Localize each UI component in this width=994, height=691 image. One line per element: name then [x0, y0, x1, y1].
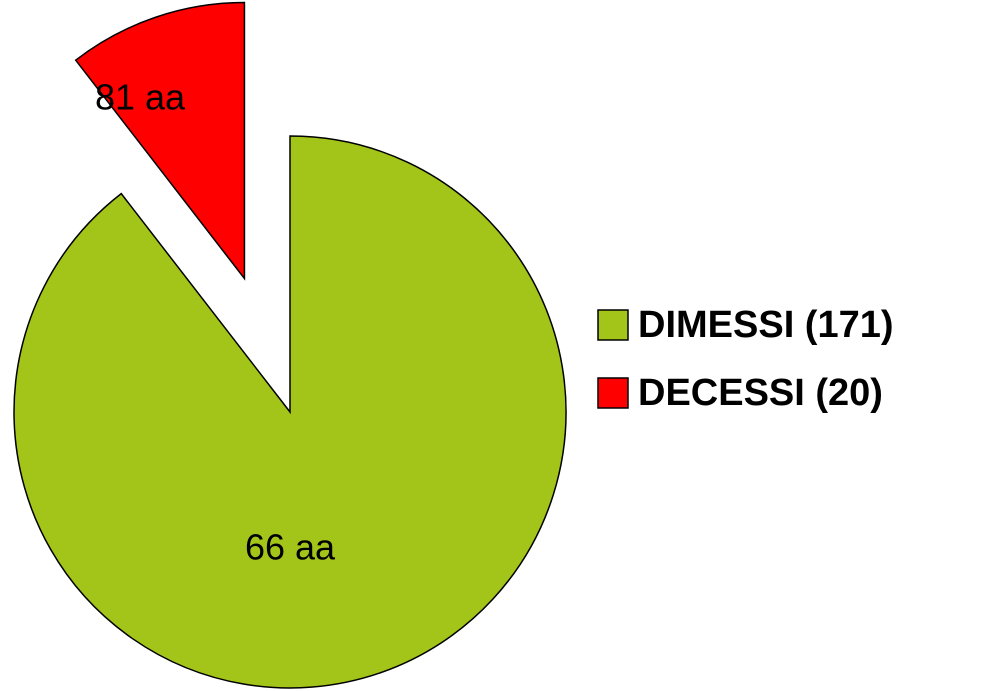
legend-swatch	[597, 309, 629, 341]
pie-slice	[13, 135, 567, 689]
slice-label: 81 aa	[95, 76, 186, 117]
legend-text: DECESSI (20)	[638, 372, 883, 414]
legend-text: DIMESSI (171)	[638, 304, 894, 346]
slice-label: 66 aa	[245, 527, 336, 568]
pie-slice	[74, 1, 246, 281]
legend-swatch	[597, 377, 629, 409]
